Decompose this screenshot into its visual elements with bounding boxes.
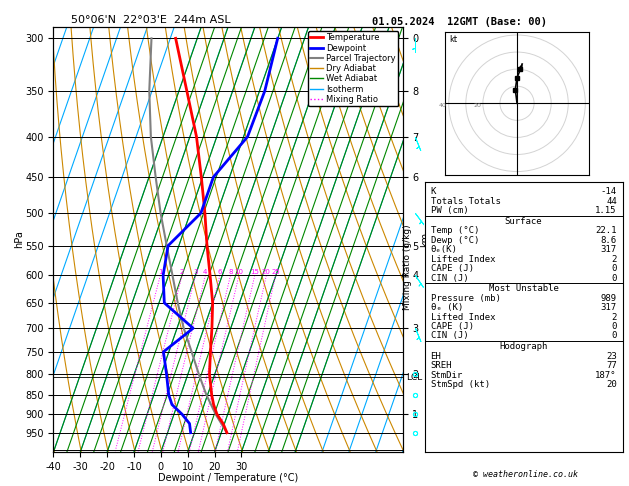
Text: 2: 2: [611, 255, 617, 263]
Text: © weatheronline.co.uk: © weatheronline.co.uk: [473, 469, 577, 479]
Text: 40: 40: [439, 103, 447, 108]
Text: CIN (J): CIN (J): [430, 331, 468, 341]
Text: Dewp (°C): Dewp (°C): [430, 236, 479, 245]
Text: CAPE (J): CAPE (J): [430, 264, 474, 273]
Text: 25: 25: [271, 270, 280, 276]
Text: 0: 0: [611, 322, 617, 331]
Text: LCL: LCL: [406, 373, 422, 382]
Text: CIN (J): CIN (J): [430, 274, 468, 282]
Y-axis label: km
ASL: km ASL: [420, 230, 442, 248]
Text: 23: 23: [606, 352, 617, 361]
Text: 8: 8: [228, 270, 233, 276]
Text: 0: 0: [611, 264, 617, 273]
Text: 0: 0: [611, 331, 617, 341]
Text: 20: 20: [606, 380, 617, 389]
Text: StmDir: StmDir: [430, 371, 463, 380]
Text: 10: 10: [235, 270, 243, 276]
Text: PW (cm): PW (cm): [430, 206, 468, 215]
Text: 20: 20: [473, 103, 481, 108]
Text: Lifted Index: Lifted Index: [430, 255, 495, 263]
Text: 50°06'N  22°03'E  244m ASL: 50°06'N 22°03'E 244m ASL: [71, 15, 231, 25]
Text: Most Unstable: Most Unstable: [489, 284, 559, 293]
Text: 8.6: 8.6: [601, 236, 617, 245]
Text: EH: EH: [430, 352, 442, 361]
Text: Lifted Index: Lifted Index: [430, 312, 495, 322]
Y-axis label: hPa: hPa: [14, 230, 24, 248]
Text: 0: 0: [611, 274, 617, 282]
Text: SREH: SREH: [430, 361, 452, 370]
Text: θₑ(K): θₑ(K): [430, 245, 457, 254]
Text: 20: 20: [262, 270, 270, 276]
Text: 22.1: 22.1: [595, 226, 617, 235]
Text: 4: 4: [203, 270, 208, 276]
Text: 6: 6: [218, 270, 222, 276]
Text: Temp (°C): Temp (°C): [430, 226, 479, 235]
Text: Mixing Ratio (g/kg): Mixing Ratio (g/kg): [403, 225, 412, 310]
Text: 2: 2: [180, 270, 184, 276]
Text: kt: kt: [448, 35, 457, 44]
Text: StmSpd (kt): StmSpd (kt): [430, 380, 489, 389]
Text: -14: -14: [601, 187, 617, 196]
Text: 317: 317: [601, 303, 617, 312]
Text: 44: 44: [606, 197, 617, 206]
Text: Totals Totals: Totals Totals: [430, 197, 501, 206]
Text: 989: 989: [601, 294, 617, 303]
Text: 3: 3: [193, 270, 198, 276]
Text: 1: 1: [158, 270, 162, 276]
Text: 15: 15: [250, 270, 259, 276]
Text: θₑ (K): θₑ (K): [430, 303, 463, 312]
Text: 187°: 187°: [595, 371, 617, 380]
Text: Hodograph: Hodograph: [499, 342, 548, 351]
Text: 77: 77: [606, 361, 617, 370]
Text: Surface: Surface: [505, 217, 542, 226]
Legend: Temperature, Dewpoint, Parcel Trajectory, Dry Adiabat, Wet Adiabat, Isotherm, Mi: Temperature, Dewpoint, Parcel Trajectory…: [308, 31, 398, 106]
Text: 317: 317: [601, 245, 617, 254]
Text: Pressure (mb): Pressure (mb): [430, 294, 501, 303]
Text: CAPE (J): CAPE (J): [430, 322, 474, 331]
Text: K: K: [430, 187, 436, 196]
X-axis label: Dewpoint / Temperature (°C): Dewpoint / Temperature (°C): [158, 473, 298, 483]
Text: 2: 2: [611, 312, 617, 322]
Text: 1.15: 1.15: [595, 206, 617, 215]
Text: 01.05.2024  12GMT (Base: 00): 01.05.2024 12GMT (Base: 00): [372, 17, 547, 27]
